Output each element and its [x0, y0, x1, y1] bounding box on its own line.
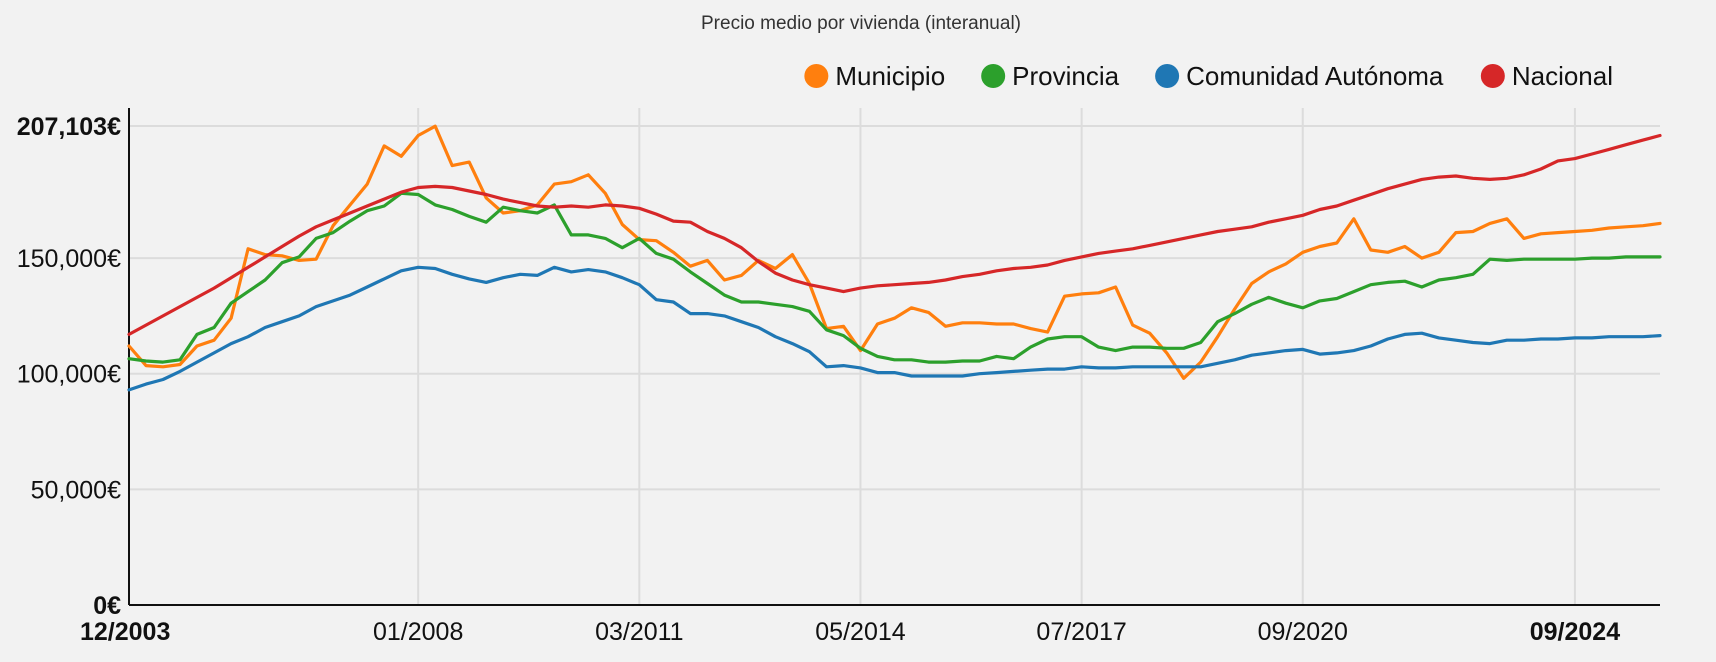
- series-line-municipio[interactable]: [127, 124, 1662, 380]
- legend-swatch: [1155, 64, 1180, 88]
- x-tick-label: 05/2014: [815, 618, 905, 646]
- x-tick-label: 09/2020: [1258, 618, 1348, 646]
- legend-item[interactable]: Provincia: [981, 61, 1120, 91]
- legend-label: Comunidad Autónoma: [1186, 61, 1444, 91]
- axes: 0€ 50,000€ 100,000€ 150,000€ 207,103€ 12/2003…: [17, 108, 1660, 646]
- x-tick-label: 09/2024: [1530, 618, 1620, 646]
- x-tick-label: 12/2003: [80, 618, 170, 646]
- y-tick-label: 150,000€: [17, 245, 121, 273]
- x-tick-label: 07/2017: [1036, 618, 1126, 646]
- y-tick-label: 50,000€: [31, 476, 121, 504]
- series-line-comunidad-aut-noma[interactable]: [127, 265, 1662, 392]
- legend-swatch: [981, 64, 1006, 88]
- legend-item[interactable]: Nacional: [1480, 61, 1613, 91]
- series-line-nacional[interactable]: [127, 133, 1662, 336]
- series-lines: [127, 124, 1662, 392]
- legend-label: Nacional: [1512, 61, 1613, 91]
- legend-swatch: [804, 64, 829, 88]
- series-line-provincia[interactable]: [127, 191, 1662, 364]
- y-tick-label: 207,103€: [17, 113, 121, 141]
- legend-item[interactable]: Comunidad Autónoma: [1155, 61, 1444, 91]
- legend-label: Provincia: [1012, 61, 1119, 91]
- legend-swatch: [1480, 64, 1505, 88]
- legend-item[interactable]: Municipio: [804, 61, 945, 91]
- x-tick-label: 03/2011: [595, 618, 684, 646]
- legend-label: Municipio: [835, 61, 945, 91]
- chart-title: Precio medio por vivienda (interanual): [701, 13, 1021, 34]
- y-tick-label: 100,000€: [17, 361, 121, 389]
- legend: Municipio Provincia Comunidad Autónoma Naci…: [804, 61, 1613, 91]
- x-tick-label: 01/2008: [373, 618, 463, 646]
- grid: [129, 108, 1660, 605]
- y-tick-label: 0€: [93, 592, 121, 620]
